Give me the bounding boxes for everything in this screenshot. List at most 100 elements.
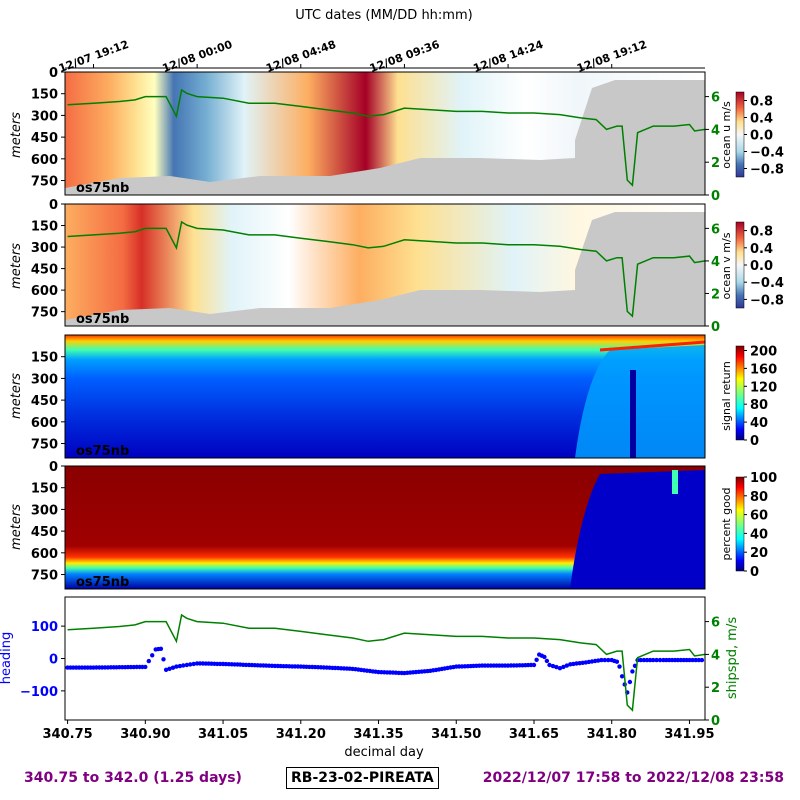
- panel-signal-return: os75nb 150 300 450 600 750 meters 200 160 120 8…: [9, 334, 777, 459]
- colorbar-tick-label: 40: [750, 527, 768, 542]
- colorbar-tick-label: 20: [750, 546, 768, 561]
- heading-point: [696, 657, 701, 663]
- heading-point: [534, 657, 539, 662]
- xtick-label: 341.80: [587, 727, 637, 742]
- colorbar-tick-label: 80: [750, 398, 768, 413]
- right-tick-label: 2: [711, 287, 720, 302]
- top-tick-label: 12/07 19:12: [57, 38, 130, 75]
- ytick-label: 450: [31, 394, 58, 409]
- xtick-label: 340.90: [120, 727, 170, 742]
- top-tick-label: 12/08 14:24: [471, 38, 545, 75]
- heading-point: [602, 657, 607, 663]
- heading-point: [177, 663, 183, 669]
- ytick-label: 150: [31, 482, 58, 497]
- heading-point: [544, 658, 550, 664]
- colorbar-tick-label: 200: [750, 344, 777, 359]
- ocean-v-seafloor: [65, 290, 575, 326]
- ytick-label: 750: [31, 569, 58, 584]
- ytick-label: 150: [31, 220, 58, 235]
- heading-point: [174, 664, 179, 669]
- right-tick-label: 6: [711, 91, 720, 106]
- heading-point: [143, 664, 148, 670]
- heading-point: [654, 657, 659, 663]
- ocean-u-instrument-label: os75nb: [76, 181, 129, 196]
- signal-surface-band: [599, 340, 706, 352]
- ytick-label: 0: [49, 66, 58, 81]
- colorbar-tick-label: 0.8: [750, 95, 773, 110]
- shipspd-tick-label: 0: [711, 714, 720, 729]
- heading-point: [146, 658, 151, 664]
- percent-good-yticks: 0 150 300 450 600 750: [31, 460, 65, 584]
- top-tick-label: 12/08 00:00: [161, 38, 235, 75]
- ytick-label: 450: [31, 525, 58, 540]
- heading-point: [606, 657, 611, 663]
- heading-tick-label: 0: [49, 653, 58, 668]
- heading-point: [699, 657, 705, 663]
- ocean-u-yticks: 0 150 300 450 600 750: [31, 66, 65, 190]
- colorbar-tick-label: 0.4: [750, 242, 773, 257]
- signal-dropout: [630, 370, 636, 458]
- shipspd-tick-label: 2: [711, 681, 720, 696]
- signal-yticks: 150 300 450 600 750: [31, 351, 65, 453]
- ocean-v-colorbar-label: ocean v m/s: [720, 232, 733, 299]
- ytick-label: 600: [31, 284, 58, 299]
- right-tick-label: 0: [711, 320, 720, 335]
- colorbar-tick-label: 0.8: [750, 225, 773, 240]
- percent-good-colorbar-label: percent good: [720, 487, 733, 560]
- top-tick-label: 12/08 09:36: [368, 38, 442, 75]
- heading-point: [614, 659, 620, 664]
- ytick-label: 0: [49, 460, 58, 475]
- signal-colorbar-ticks: 200 160 120 80 40 0: [744, 344, 777, 449]
- heading-point: [638, 657, 643, 663]
- ocean-v-ylabel: meters: [9, 243, 24, 289]
- colorbar-tick-label: 60: [750, 509, 768, 524]
- ytick-label: 300: [31, 241, 58, 256]
- ytick-label: 600: [31, 547, 58, 562]
- heading-point: [630, 669, 635, 674]
- heading-point: [150, 653, 155, 658]
- top-tick-label: 12/08 04:48: [264, 38, 337, 75]
- right-tick-label: 6: [711, 222, 720, 237]
- heading-point: [619, 674, 625, 679]
- heading-tick-label: −100: [20, 685, 58, 700]
- heading-point: [644, 657, 650, 663]
- footer-date-range: 2022/12/07 17:58 to 2022/12/08 23:58: [482, 770, 784, 786]
- shipspd-series-line: [67, 613, 706, 712]
- heading-point: [550, 663, 556, 669]
- heading-point: [158, 646, 164, 651]
- colorbar-tick-label: 0.0: [750, 129, 773, 144]
- ocean-v-right-ticks: 6 4 2 0: [705, 222, 720, 335]
- decimal-day-axis-label: decimal day: [344, 745, 424, 760]
- heading-tick-label: 100: [31, 620, 58, 635]
- heading-point: [693, 657, 698, 663]
- ocean-u-colorbar-ticks: 0.8 0.4 0.0 −0.4 −0.8: [744, 95, 784, 178]
- percent-good-instrument-label: os75nb: [76, 575, 129, 590]
- heading-point: [188, 662, 193, 667]
- percent-good-spike: [672, 470, 678, 494]
- footer-cruise-id: RB-23-02-PIREATA: [286, 767, 439, 789]
- xtick-label: 340.75: [43, 727, 93, 742]
- ocean-v-instrument-label: os75nb: [76, 312, 129, 327]
- signal-ylabel: meters: [9, 373, 24, 419]
- ytick-label: 150: [31, 88, 58, 103]
- top-axis-title: UTC dates (MM/DD hh:mm): [295, 8, 472, 23]
- heading-point: [547, 662, 552, 668]
- colorbar-tick-label: −0.4: [750, 146, 784, 161]
- ocean-u-seafloor: [65, 158, 575, 195]
- heading-point: [163, 667, 169, 672]
- signal-shallow-region: [575, 345, 705, 458]
- shipspd-right-ticks: 6 4 2 0: [705, 616, 720, 729]
- panel-percent-good: os75nb 0 150 300 450 600 750 meters 100 80 60 40…: [9, 460, 777, 590]
- ytick-label: 300: [31, 372, 58, 387]
- percent-good-ylabel: meters: [9, 504, 24, 550]
- heading-point: [181, 663, 186, 668]
- colorbar-tick-label: 0.0: [750, 259, 773, 274]
- colorbar-tick-label: −0.8: [750, 163, 784, 178]
- colorbar-tick-label: 160: [750, 362, 777, 377]
- heading-point: [554, 664, 559, 670]
- signal-frame: [64, 334, 706, 459]
- top-axis-ticks: 12/07 19:12 12/08 00:00 12/08 04:48 12/08 0…: [57, 38, 705, 75]
